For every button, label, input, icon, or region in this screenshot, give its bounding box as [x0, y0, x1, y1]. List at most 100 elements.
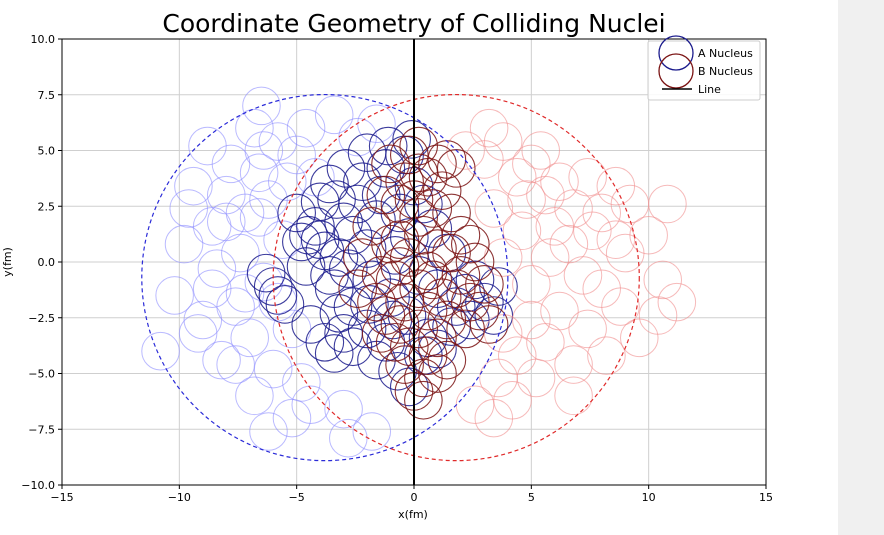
b-participant-nucleon [450, 224, 490, 264]
b-spectator-nucleon [502, 211, 542, 251]
a-spectator-nucleon [258, 282, 298, 322]
b-participant-nucleon [446, 309, 485, 349]
b-participant-nucleon [455, 242, 495, 282]
a-spectator-nucleon [253, 349, 293, 389]
a-spectator-nucleon [225, 193, 265, 233]
a-spectator-nucleon [314, 95, 354, 135]
a-participant-nucleon [282, 222, 321, 262]
a-spectator-nucleon [235, 376, 274, 416]
x-tick-label: −10 [168, 491, 191, 504]
b-participant-nucleon [418, 318, 457, 358]
a-spectator-nucleon [174, 166, 213, 206]
a-participant-nucleon [291, 305, 331, 344]
b-participant-nucleon [432, 233, 471, 273]
a-spectator-nucleon [169, 189, 208, 228]
b-spectator-nucleon [507, 180, 546, 219]
x-tick-label: −15 [50, 491, 73, 504]
b-spectator-nucleon [540, 291, 579, 331]
a-participant-nucleon [328, 249, 368, 289]
b-participant-nucleon [361, 314, 401, 353]
b-participant-nucleon [380, 184, 420, 224]
a-spectator-nucleon [141, 331, 180, 371]
b-participant-nucleon [441, 256, 481, 295]
b-participant-nucleon [371, 144, 410, 184]
chart-title: Coordinate Geometry of Colliding Nuclei [162, 9, 665, 38]
nucleus-boundaries [141, 93, 640, 462]
a-participant-nucleon [333, 215, 373, 255]
b-spectator-nucleon [512, 300, 551, 340]
a-spectator-nucleon [192, 269, 232, 309]
side-panel [838, 0, 884, 535]
a-spectator-nucleon [272, 398, 312, 438]
legend-b-label: B Nucleus [698, 65, 753, 78]
a-spectator-nucleon [338, 117, 377, 157]
y-tick-label: 5.0 [38, 145, 56, 158]
x-tick-label: 15 [759, 491, 773, 504]
b-participant-nucleon [404, 380, 443, 420]
y-tick-label: 7.5 [38, 89, 56, 102]
a-spectator-nucleon [216, 345, 255, 384]
legend-b-marker [658, 53, 694, 89]
b-participant-nucleon [366, 175, 406, 215]
x-axis-label: x(fm) [398, 508, 428, 521]
b-spectator-nucleon [596, 166, 636, 206]
b-spectator-nucleon [554, 376, 593, 416]
b-participant-nucleon [389, 135, 429, 175]
a-nucleus-boundary [141, 93, 509, 462]
a-spectator-nucleon [352, 412, 392, 451]
b-spectator-nucleon [587, 336, 626, 375]
a-spectator-nucleon [282, 363, 321, 402]
b-participant-nucleon [441, 215, 481, 255]
a-participant-nucleon [265, 285, 305, 324]
legend: A Nucleus B Nucleus Line [647, 35, 761, 101]
b-participant-nucleon [465, 264, 504, 304]
x-tick-label: 5 [528, 491, 535, 504]
a-participant-nucleon [333, 327, 373, 367]
b-spectator-nucleon [526, 323, 565, 362]
b-participant-nucleon [385, 282, 424, 322]
b-participant-nucleon [357, 282, 396, 322]
b-spectator-nucleon [474, 189, 514, 228]
b-participant-nucleon [469, 305, 509, 344]
b-spectator-nucleon [568, 157, 607, 197]
b-participant-nucleon [399, 126, 439, 166]
a-spectator-nucleon [268, 162, 307, 201]
b-spectator-nucleon [446, 131, 485, 170]
b-spectator-nucleon [620, 318, 659, 358]
b-spectator-nucleon [643, 260, 683, 300]
b-participant-nucleon [380, 247, 420, 286]
y-tick-label: 0.0 [38, 256, 56, 269]
y-axis-label: y(fm) [1, 247, 14, 277]
b-spectator-nucleon [573, 211, 612, 251]
x-tick-label: 10 [642, 491, 656, 504]
a-participant-nucleon [357, 200, 396, 239]
a-spectator-nucleon [183, 300, 223, 340]
a-spectator-nucleon [242, 86, 281, 126]
a-participant-nucleon [347, 133, 387, 173]
b-participant-nucleon [408, 336, 448, 375]
y-tick-label: −5.0 [28, 368, 55, 381]
b-nucleus-circles [338, 108, 697, 438]
a-spectator-nucleon [329, 418, 368, 458]
a-participant-nucleon [317, 180, 356, 219]
a-participant-nucleon [347, 309, 387, 349]
b-spectator-nucleon [512, 265, 551, 304]
a-spectator-nucleon [291, 385, 331, 424]
a-spectator-nucleon [258, 122, 298, 161]
b-participant-nucleon [366, 296, 406, 335]
a-spectator-nucleon [244, 131, 284, 170]
b-participant-nucleon [343, 238, 382, 277]
a-participant-nucleon [286, 247, 326, 286]
b-spectator-nucleon [530, 238, 570, 277]
legend-line-label: Line [698, 83, 721, 96]
b-spectator-nucleon [483, 238, 523, 277]
a-participant-nucleon [326, 149, 366, 188]
a-spectator-nucleon [211, 144, 251, 184]
a-spectator-nucleon [286, 108, 326, 148]
a-spectator-nucleon [188, 126, 227, 166]
a-participant-nucleon [436, 287, 476, 326]
a-participant-nucleon [368, 126, 408, 166]
a-participant-nucleon [333, 287, 373, 326]
a-spectator-nucleon [178, 314, 218, 353]
a-participant-nucleon [378, 351, 417, 391]
